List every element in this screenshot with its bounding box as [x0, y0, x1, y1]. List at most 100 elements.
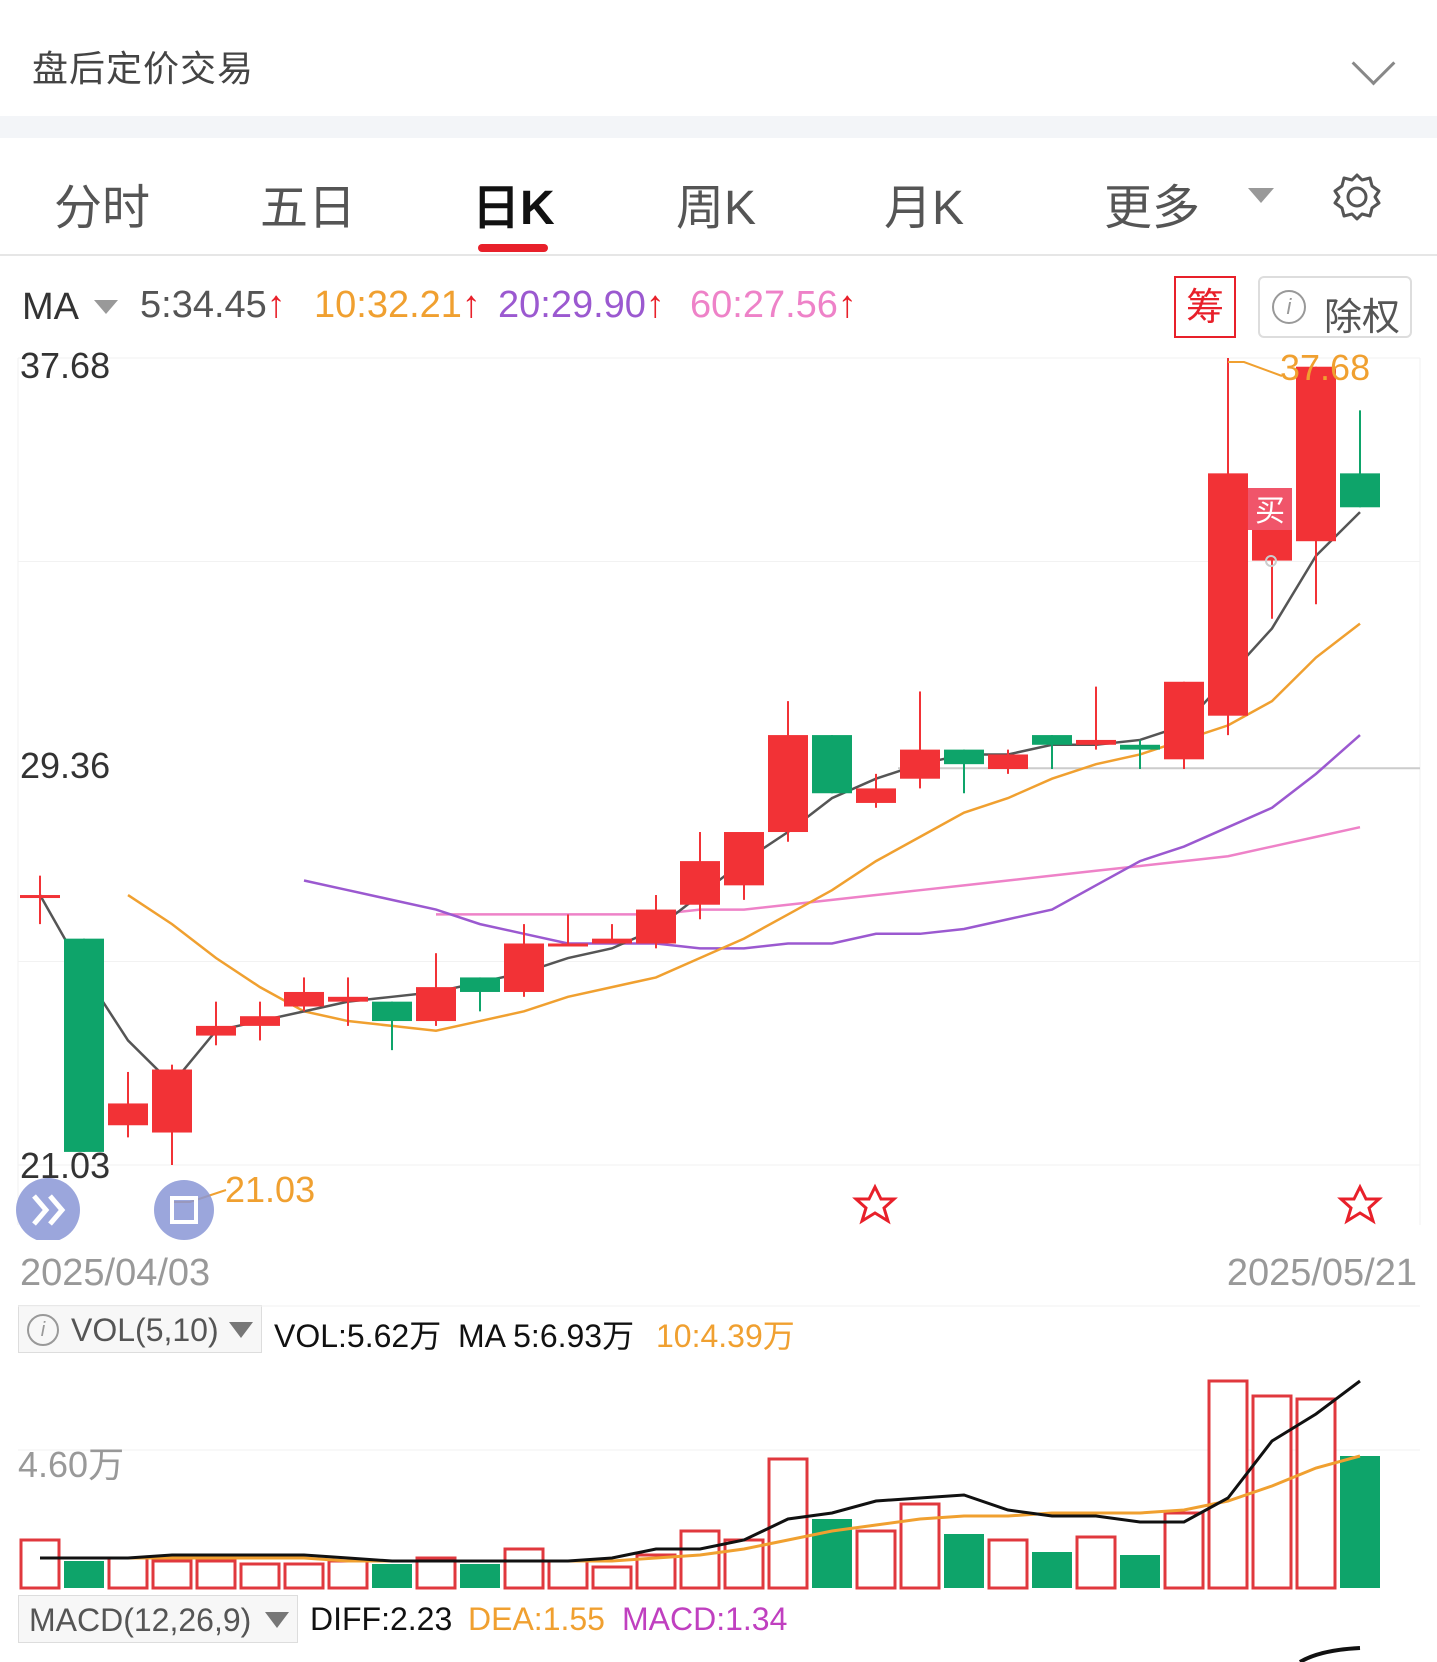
candle-body[interactable] [1208, 473, 1248, 716]
volume-bar[interactable] [547, 1559, 589, 1590]
volume-ma5-line [40, 1379, 1361, 1563]
volume-bar[interactable] [239, 1562, 281, 1590]
volume-bar[interactable] [415, 1556, 457, 1590]
candle-body[interactable] [636, 909, 676, 944]
macd-value: MACD:1.34 [622, 1601, 788, 1637]
tab-weekly-k[interactable]: 周K [676, 182, 757, 235]
buy-marker[interactable] [1248, 488, 1292, 530]
double-chevron-icon[interactable] [16, 1178, 80, 1240]
candle-body[interactable] [20, 895, 60, 899]
tab-five-day[interactable]: 五日 [260, 182, 357, 235]
volume-bar[interactable] [1251, 1394, 1293, 1590]
ma60-line [436, 825, 1361, 916]
candle-body[interactable] [1164, 681, 1204, 760]
volume-bar[interactable] [19, 1538, 61, 1590]
volume-bar[interactable] [987, 1538, 1029, 1590]
volume-ma5-value: MA 5:6.93万 [458, 1318, 635, 1354]
volume-bar[interactable] [460, 1564, 500, 1588]
candle-body[interactable] [1296, 366, 1336, 542]
candle-body[interactable] [680, 861, 720, 905]
tab-daily-k[interactable]: 日K [472, 182, 555, 235]
ma20-value: 20:29.90↑ [498, 284, 665, 326]
volume-ma10-value: 10:4.39万 [656, 1318, 795, 1354]
volume-bar[interactable] [1032, 1552, 1072, 1588]
square-marker-icon[interactable] [154, 1180, 214, 1240]
volume-indicator-selector[interactable]: i VOL(5,10) [18, 1305, 262, 1353]
candle-body[interactable] [240, 1016, 280, 1026]
info-icon: i [1272, 290, 1306, 324]
gear-icon[interactable] [1332, 172, 1382, 222]
y-label-bottom: 21.03 [20, 1145, 110, 1186]
ex-rights-button[interactable]: i 除权 [1258, 276, 1412, 339]
tab-monthly-k[interactable]: 月K [884, 182, 965, 235]
volume-bar[interactable] [1340, 1456, 1380, 1588]
macd-legend: MACD(12,26,9) DIFF:2.23 DEA:1.55 MACD:1.… [0, 1595, 1437, 1645]
candle-body[interactable] [1120, 744, 1160, 750]
volume-axis-label: 4.60万 [18, 1444, 124, 1485]
candle-body[interactable] [460, 977, 500, 992]
volume-bar[interactable] [283, 1562, 325, 1590]
candle-body[interactable] [64, 938, 104, 1152]
volume-bar[interactable] [503, 1547, 545, 1590]
caret-down-icon[interactable] [94, 300, 118, 314]
volume-bar[interactable] [1120, 1555, 1160, 1588]
volume-bar[interactable] [195, 1559, 237, 1590]
volume-bar[interactable] [855, 1529, 897, 1590]
candle-body[interactable] [1076, 739, 1116, 745]
candle-body[interactable] [724, 832, 764, 886]
star-icon[interactable] [1337, 1183, 1383, 1225]
tab-intraday[interactable]: 分时 [54, 182, 151, 235]
caret-down-icon[interactable] [1248, 188, 1274, 203]
volume-bar[interactable] [679, 1529, 721, 1590]
candle-body[interactable] [108, 1103, 148, 1126]
volume-bar[interactable] [1295, 1397, 1337, 1590]
ma-legend: MA 5:34.45↑ 10:32.21↑ 20:29.90↑ 60:27.56… [0, 280, 1437, 340]
caret-down-icon [229, 1322, 253, 1338]
candle-body[interactable] [504, 943, 544, 992]
candle-body[interactable] [988, 754, 1028, 770]
candle-body[interactable] [592, 938, 632, 944]
candle-body[interactable] [944, 749, 984, 765]
volume-bar[interactable] [327, 1559, 369, 1590]
candle-body[interactable] [900, 749, 940, 779]
volume-bar[interactable] [767, 1457, 809, 1590]
volume-bar[interactable] [591, 1565, 633, 1590]
candle-body[interactable] [1032, 735, 1072, 745]
ma60-value: 60:27.56↑ [690, 284, 857, 326]
candle-body[interactable] [768, 735, 808, 833]
info-icon: i [27, 1314, 59, 1346]
candle-body[interactable] [328, 996, 368, 1002]
candle-body[interactable] [284, 991, 324, 1007]
volume-bar[interactable] [944, 1534, 984, 1588]
candlestick-chart[interactable]: 37.68 29.36 21.03 37.68 21.03 买 [0, 340, 1437, 1240]
min-price-label: 21.03 [225, 1169, 315, 1210]
volume-bar[interactable] [1207, 1379, 1249, 1590]
ma-selector-label[interactable]: MA [22, 286, 79, 328]
volume-bar[interactable] [151, 1559, 193, 1590]
volume-bar[interactable] [64, 1561, 104, 1588]
candle-body[interactable] [372, 1001, 412, 1022]
volume-bar[interactable] [635, 1553, 677, 1590]
buy-marker-label: 买 [1255, 494, 1285, 529]
ex-rights-label: 除权 [1324, 297, 1401, 339]
volume-bar[interactable] [1163, 1511, 1205, 1590]
volume-chart[interactable]: 4.60万 [0, 1300, 1437, 1600]
candle-body[interactable] [416, 987, 456, 1022]
volume-bar[interactable] [1075, 1535, 1117, 1590]
candle-body[interactable] [152, 1069, 192, 1133]
volume-bar[interactable] [107, 1556, 149, 1590]
chip-distribution-button[interactable]: 筹 [1174, 276, 1236, 338]
macd-indicator-label: MACD(12,26,9) [29, 1602, 252, 1638]
candle-body[interactable] [812, 735, 852, 794]
volume-bar[interactable] [372, 1564, 412, 1588]
chevron-down-icon[interactable] [1351, 41, 1396, 86]
macd-indicator-selector[interactable]: MACD(12,26,9) [18, 1595, 298, 1643]
candle-body[interactable] [1340, 473, 1380, 508]
after-hours-trading-title[interactable]: 盘后定价交易 [32, 48, 255, 89]
candle-body[interactable] [856, 788, 896, 803]
star-icon[interactable] [852, 1183, 898, 1225]
max-price-label: 37.68 [1280, 347, 1370, 388]
candle-body[interactable] [196, 1025, 236, 1036]
tab-more[interactable]: 更多 [1104, 182, 1201, 235]
candle-body[interactable] [548, 943, 588, 947]
